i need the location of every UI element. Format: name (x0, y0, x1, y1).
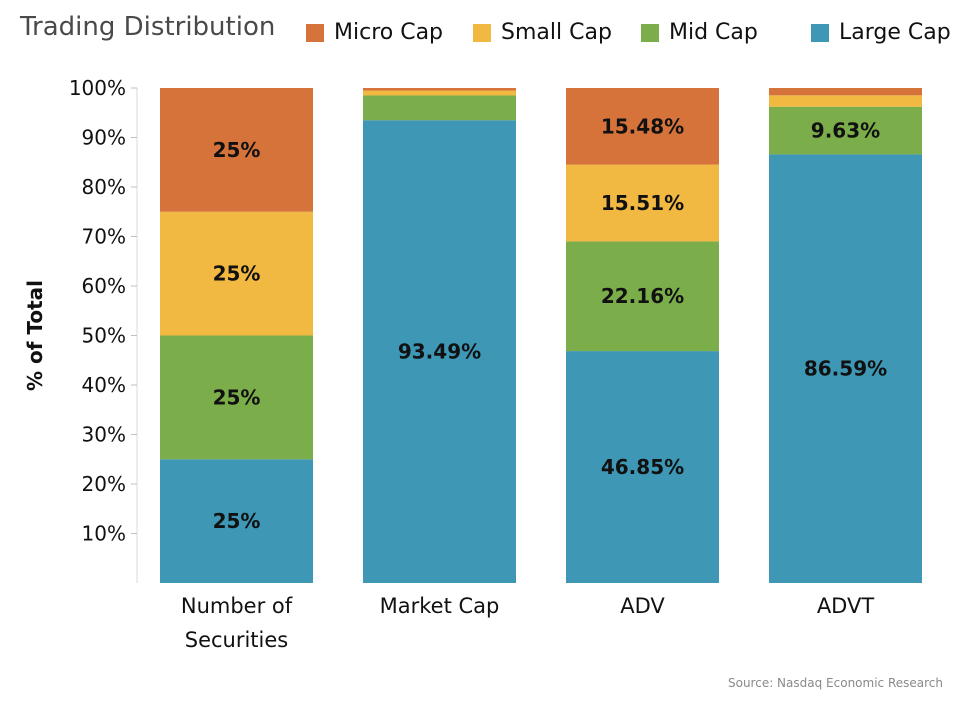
legend-item-micro-cap: Micro Cap (306, 20, 443, 45)
stacked-bar-chart: 10% 20% 30% 40% 50% 60% 70% 80% 90% 100% % of Tota… (23, 76, 922, 652)
x-category-label: Number of (181, 594, 293, 618)
bar-segment-large-cap-number-of-securities (160, 459, 313, 583)
data-label-large-cap-adv: 46.85% (601, 455, 684, 479)
y-tick-label: 20% (82, 472, 126, 496)
bar-segment-small-cap-adv (566, 164, 719, 242)
data-label-micro-cap-adv: 15.48% (601, 114, 684, 138)
legend-label: Mid Cap (669, 20, 758, 45)
y-tick-label: 100% (69, 76, 126, 100)
y-tick-label: 60% (82, 274, 126, 298)
y-tick-label: 10% (82, 522, 126, 546)
bar-segment-small-cap-number-of-securities (160, 211, 313, 336)
bar-segment-micro-cap-market-cap (363, 88, 516, 91)
legend: Micro Cap Small Cap Mid Cap Large Cap (0, 20, 957, 50)
bar-segment-small-cap-advt (769, 95, 922, 107)
bar-segment-large-cap-market-cap (363, 120, 516, 584)
bar-segment-mid-cap-adv (566, 241, 719, 352)
legend-swatch (306, 23, 324, 42)
bar-segment-mid-cap-market-cap (363, 95, 516, 121)
bar-segment-small-cap-market-cap (363, 90, 516, 96)
legend-label: Large Cap (839, 20, 951, 45)
source-note: Source: Nasdaq Economic Research (727, 676, 943, 690)
bar-segment-mid-cap-advt (769, 106, 922, 155)
bar-segment-large-cap-adv (566, 351, 719, 583)
data-label-mid-cap-adv: 22.16% (601, 284, 684, 308)
x-category-label: ADV (620, 594, 665, 618)
chart-title: Trading Distribution (20, 12, 276, 42)
legend-item-large-cap: Large Cap (811, 20, 951, 45)
bar-segment-micro-cap-adv (566, 88, 719, 165)
legend-label: Micro Cap (334, 20, 444, 45)
y-axis-title: % of Total (23, 280, 47, 391)
data-label-large-cap-advt: 86.59% (804, 357, 887, 381)
data-label-small-cap-number-of-securities: 25% (213, 262, 261, 286)
data-label-micro-cap-number-of-securities: 25% (213, 138, 261, 162)
y-tick-label: 40% (82, 373, 126, 397)
data-label-mid-cap-number-of-securities: 25% (213, 385, 261, 409)
y-tick-label: 30% (82, 423, 126, 447)
legend-swatch (811, 23, 829, 42)
y-tick-label: 50% (82, 324, 126, 348)
legend-item-small-cap: Small Cap (473, 20, 612, 45)
data-label-large-cap-market-cap: 93.49% (398, 340, 481, 364)
legend-swatch (641, 23, 659, 42)
y-tick-label: 80% (82, 175, 126, 199)
bar-segment-micro-cap-number-of-securities (160, 88, 313, 212)
y-tick-label: 90% (82, 126, 126, 150)
data-label-large-cap-number-of-securities: 25% (213, 509, 261, 533)
legend-swatch (473, 23, 491, 42)
data-label-small-cap-adv: 15.51% (601, 191, 684, 215)
bar-segment-mid-cap-number-of-securities (160, 335, 313, 460)
y-tick-label: 70% (82, 225, 126, 249)
bar-segment-large-cap-advt (769, 154, 922, 583)
data-label-mid-cap-advt: 9.63% (811, 119, 880, 143)
x-category-label: ADVT (817, 594, 875, 618)
legend-item-mid-cap: Mid Cap (641, 20, 758, 45)
legend-label: Small Cap (501, 20, 612, 45)
x-category-label: Securities (185, 628, 289, 652)
bar-segment-micro-cap-advt (769, 88, 922, 96)
x-category-label: Market Cap (380, 594, 500, 618)
